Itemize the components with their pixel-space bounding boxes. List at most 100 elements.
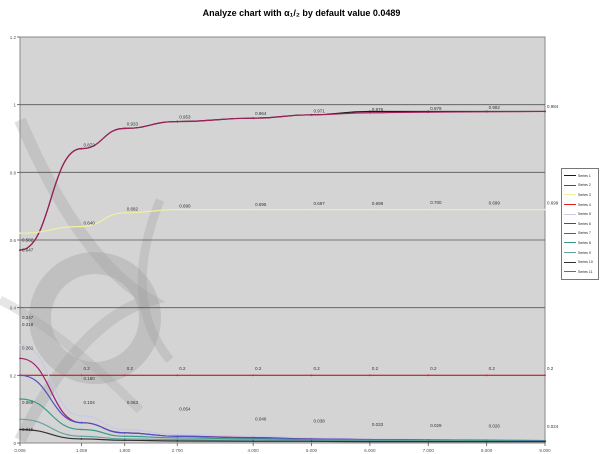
- data-point: [123, 438, 126, 440]
- data-label: 0.697: [314, 201, 326, 206]
- data-label: 0.347: [22, 315, 34, 320]
- data-label: 0.698: [372, 201, 384, 206]
- data-label: 0.872: [83, 143, 95, 148]
- data-point: [19, 232, 21, 235]
- data-label: 0.964: [255, 111, 267, 116]
- data-label: 0.700: [430, 200, 442, 205]
- legend-label: Series 7: [578, 231, 591, 236]
- legend-swatch: [564, 213, 576, 215]
- data-label: 0.063: [127, 400, 139, 405]
- y-tick-label: 0.2: [10, 373, 17, 378]
- data-point: [80, 225, 83, 228]
- data-label: 0.682: [127, 206, 139, 211]
- legend-entry: Series 9: [564, 248, 596, 258]
- data-label: 0.695: [255, 202, 267, 207]
- watermark-swirl: [137, 198, 174, 363]
- legend-entry: Series 4: [564, 200, 596, 210]
- data-point: [123, 127, 126, 130]
- legend-swatch: [564, 252, 576, 254]
- data-label: 0.2: [83, 366, 90, 371]
- legend-label: Series 8: [578, 240, 591, 245]
- data-label: 0.2: [547, 366, 554, 371]
- watermark-swirl: [14, 117, 166, 443]
- data-point: [123, 428, 126, 431]
- data-point: [19, 343, 21, 346]
- data-point: [80, 428, 83, 431]
- data-point: [368, 374, 371, 377]
- y-tick-label: 0.8: [10, 170, 17, 175]
- data-point: [427, 111, 430, 114]
- data-point: [310, 374, 313, 377]
- series-line: [19, 398, 546, 442]
- data-point: [544, 110, 546, 113]
- legend-entry: Series 6: [564, 219, 596, 229]
- data-label: 0.180: [83, 376, 95, 381]
- data-point: [123, 374, 126, 377]
- series-line: [19, 428, 545, 443]
- data-point: [19, 428, 21, 431]
- legend-swatch: [564, 223, 576, 225]
- data-label: 0.261: [22, 346, 34, 351]
- x-tick-label: 6.000: [364, 448, 376, 453]
- legend-entry: Series 2: [564, 181, 596, 191]
- data-label: 0.038: [314, 418, 326, 423]
- data-point: [19, 374, 21, 377]
- x-tick-label: 4.000: [248, 448, 260, 453]
- watermark-ring: [29, 252, 161, 384]
- data-label: 0.024: [547, 424, 559, 429]
- data-label: 0.640: [83, 220, 95, 225]
- data-point: [80, 374, 83, 377]
- data-label: 0.2: [372, 366, 379, 371]
- legend-label: Series 6: [578, 221, 591, 226]
- x-tick-label: 1.059: [76, 448, 88, 453]
- data-point: [123, 212, 126, 214]
- legend-swatch: [564, 271, 576, 273]
- data-label: 0.054: [179, 407, 191, 412]
- data-point: [310, 208, 313, 211]
- data-label: 0.318: [22, 322, 34, 327]
- data-point: [123, 431, 126, 434]
- data-label: 0.699: [547, 201, 559, 206]
- data-label: 0.2: [314, 366, 321, 371]
- chart-legend: Series 1 Series 2 Series 3 Series 4 Series 5…: [561, 168, 599, 280]
- data-point: [310, 440, 313, 443]
- legend-swatch: [564, 232, 576, 234]
- legend-entry: Series 7: [564, 229, 596, 239]
- data-point: [123, 439, 126, 442]
- data-point: [368, 440, 371, 443]
- x-tick-label: 0.006: [14, 448, 26, 453]
- data-point: [485, 374, 488, 377]
- legend-label: Series 9: [578, 250, 591, 255]
- data-point: [252, 435, 255, 438]
- data-point: [80, 438, 83, 440]
- x-tick-label: 1.800: [119, 448, 131, 453]
- y-tick-label: 0.4: [10, 306, 17, 311]
- data-point: [80, 435, 83, 438]
- data-point: [176, 120, 179, 123]
- data-point: [19, 398, 21, 400]
- data-label: 0.982: [489, 105, 501, 110]
- data-label: 0.2: [255, 366, 262, 371]
- data-label: 0.104: [83, 400, 95, 405]
- legend-entry: Series 1: [564, 171, 596, 181]
- x-tick-label: 7.000: [423, 448, 435, 453]
- legend-entry: Series 8: [564, 238, 596, 248]
- data-label: 0.582: [22, 237, 34, 242]
- data-point: [485, 208, 488, 211]
- data-point: [544, 208, 546, 211]
- legend-swatch: [564, 175, 576, 177]
- data-point: [252, 438, 255, 440]
- data-point: [176, 438, 179, 441]
- legend-swatch: [564, 194, 576, 196]
- data-point: [427, 374, 430, 377]
- legend-label: Series 5: [578, 212, 591, 217]
- data-point: [544, 374, 546, 377]
- data-point: [19, 249, 21, 252]
- data-label: 0.699: [489, 201, 501, 206]
- series-line: [19, 208, 545, 234]
- y-tick-label: 1.2: [10, 35, 17, 40]
- data-point: [176, 437, 179, 439]
- data-label: 0.033: [372, 422, 384, 427]
- legend-label: Series 1: [578, 173, 591, 178]
- data-label: 0.026: [489, 423, 501, 428]
